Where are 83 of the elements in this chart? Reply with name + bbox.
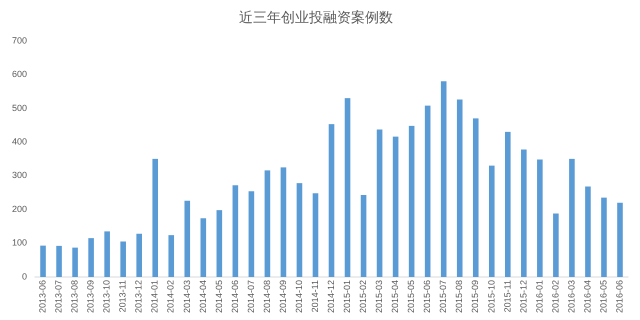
x-tick-label: 2015-06	[422, 280, 432, 313]
bar	[152, 158, 158, 277]
x-tick-label: 2015-02	[358, 280, 368, 313]
bar	[537, 160, 543, 277]
x-tick-label: 2013-09	[86, 280, 96, 313]
x-tick-label: 2016-04	[582, 280, 592, 313]
bar	[617, 202, 623, 277]
x-tick-label: 2015-09	[470, 280, 480, 313]
bar	[585, 186, 591, 277]
bar	[328, 124, 334, 277]
x-tick-label: 2016-01	[534, 280, 544, 313]
y-tick-label: 0	[22, 271, 28, 282]
x-tick-label: 2013-06	[38, 280, 48, 313]
bar	[88, 238, 94, 277]
bar	[553, 214, 559, 277]
x-tick-label: 2015-12	[518, 280, 528, 313]
bar	[392, 136, 398, 277]
bar	[424, 106, 430, 277]
x-tick-label: 2015-11	[502, 280, 512, 312]
bar	[569, 158, 575, 277]
x-tick-label: 2013-11	[118, 280, 128, 312]
bar	[232, 185, 238, 277]
x-tick-label: 2015-04	[390, 280, 400, 313]
bar	[120, 242, 126, 277]
x-tick-label: 2014-03	[182, 280, 192, 313]
bar	[184, 200, 190, 277]
bar	[601, 198, 607, 277]
x-tick-label: 2014-06	[230, 280, 240, 313]
bar	[440, 81, 446, 277]
x-tick-label: 2014-12	[326, 280, 336, 313]
bar	[56, 246, 62, 277]
bar	[312, 193, 318, 277]
bar	[456, 100, 463, 277]
bar	[472, 118, 479, 277]
bar	[376, 130, 382, 277]
bar	[216, 210, 222, 277]
x-tick-label: 2013-12	[134, 280, 144, 313]
bar	[104, 231, 110, 277]
bar	[280, 167, 286, 277]
bar	[360, 194, 366, 277]
bar	[344, 98, 350, 277]
bar	[40, 246, 46, 277]
x-tick-label: 2016-03	[566, 280, 576, 313]
bar	[248, 191, 254, 277]
bar	[488, 166, 495, 277]
bar	[264, 170, 270, 277]
x-tick-label: 2015-07	[438, 280, 448, 313]
x-tick-label: 2015-03	[374, 280, 384, 313]
bar	[408, 126, 414, 277]
x-tick-label: 2014-10	[294, 280, 304, 313]
x-tick-label: 2016-06	[614, 280, 624, 313]
x-tick-label: 2014-02	[166, 280, 176, 313]
x-tick-label: 2015-08	[454, 280, 464, 313]
bar	[136, 234, 142, 277]
chart-title: 近三年创业投融资案例数	[239, 9, 393, 26]
y-tick-label: 500	[12, 102, 28, 113]
x-tick-label: 2013-08	[70, 280, 80, 313]
x-tick-label: 2014-05	[214, 280, 224, 313]
y-tick-label: 100	[12, 238, 28, 248]
bar	[200, 218, 206, 277]
x-tick-label: 2015-10	[486, 280, 496, 313]
x-tick-label: 2016-02	[550, 280, 560, 313]
x-tick-label: 2014-11	[310, 280, 320, 312]
y-tick-label: 200	[12, 204, 28, 214]
x-tick-label: 2014-09	[278, 280, 288, 313]
x-tick-label: 2014-04	[198, 280, 208, 313]
x-tick-label: 2013-07	[54, 280, 64, 313]
x-tick-label: 2014-01	[150, 280, 160, 313]
y-tick-label: 400	[12, 136, 28, 146]
x-tick-label: 2016-05	[598, 280, 608, 313]
x-tick-label: 2013-10	[102, 280, 112, 313]
y-tick-label: 300	[12, 170, 28, 180]
bar	[504, 132, 511, 277]
bar	[296, 183, 302, 277]
y-tick-label: 700	[12, 35, 28, 46]
bar	[168, 235, 174, 277]
bar	[521, 149, 527, 277]
x-tick-label: 2015-01	[342, 280, 352, 313]
x-tick-label: 2014-07	[246, 280, 256, 313]
y-tick-label: 600	[12, 69, 28, 80]
bar	[72, 248, 78, 277]
x-tick-label: 2014-08	[262, 280, 272, 313]
x-tick-label: 2015-05	[406, 280, 416, 313]
